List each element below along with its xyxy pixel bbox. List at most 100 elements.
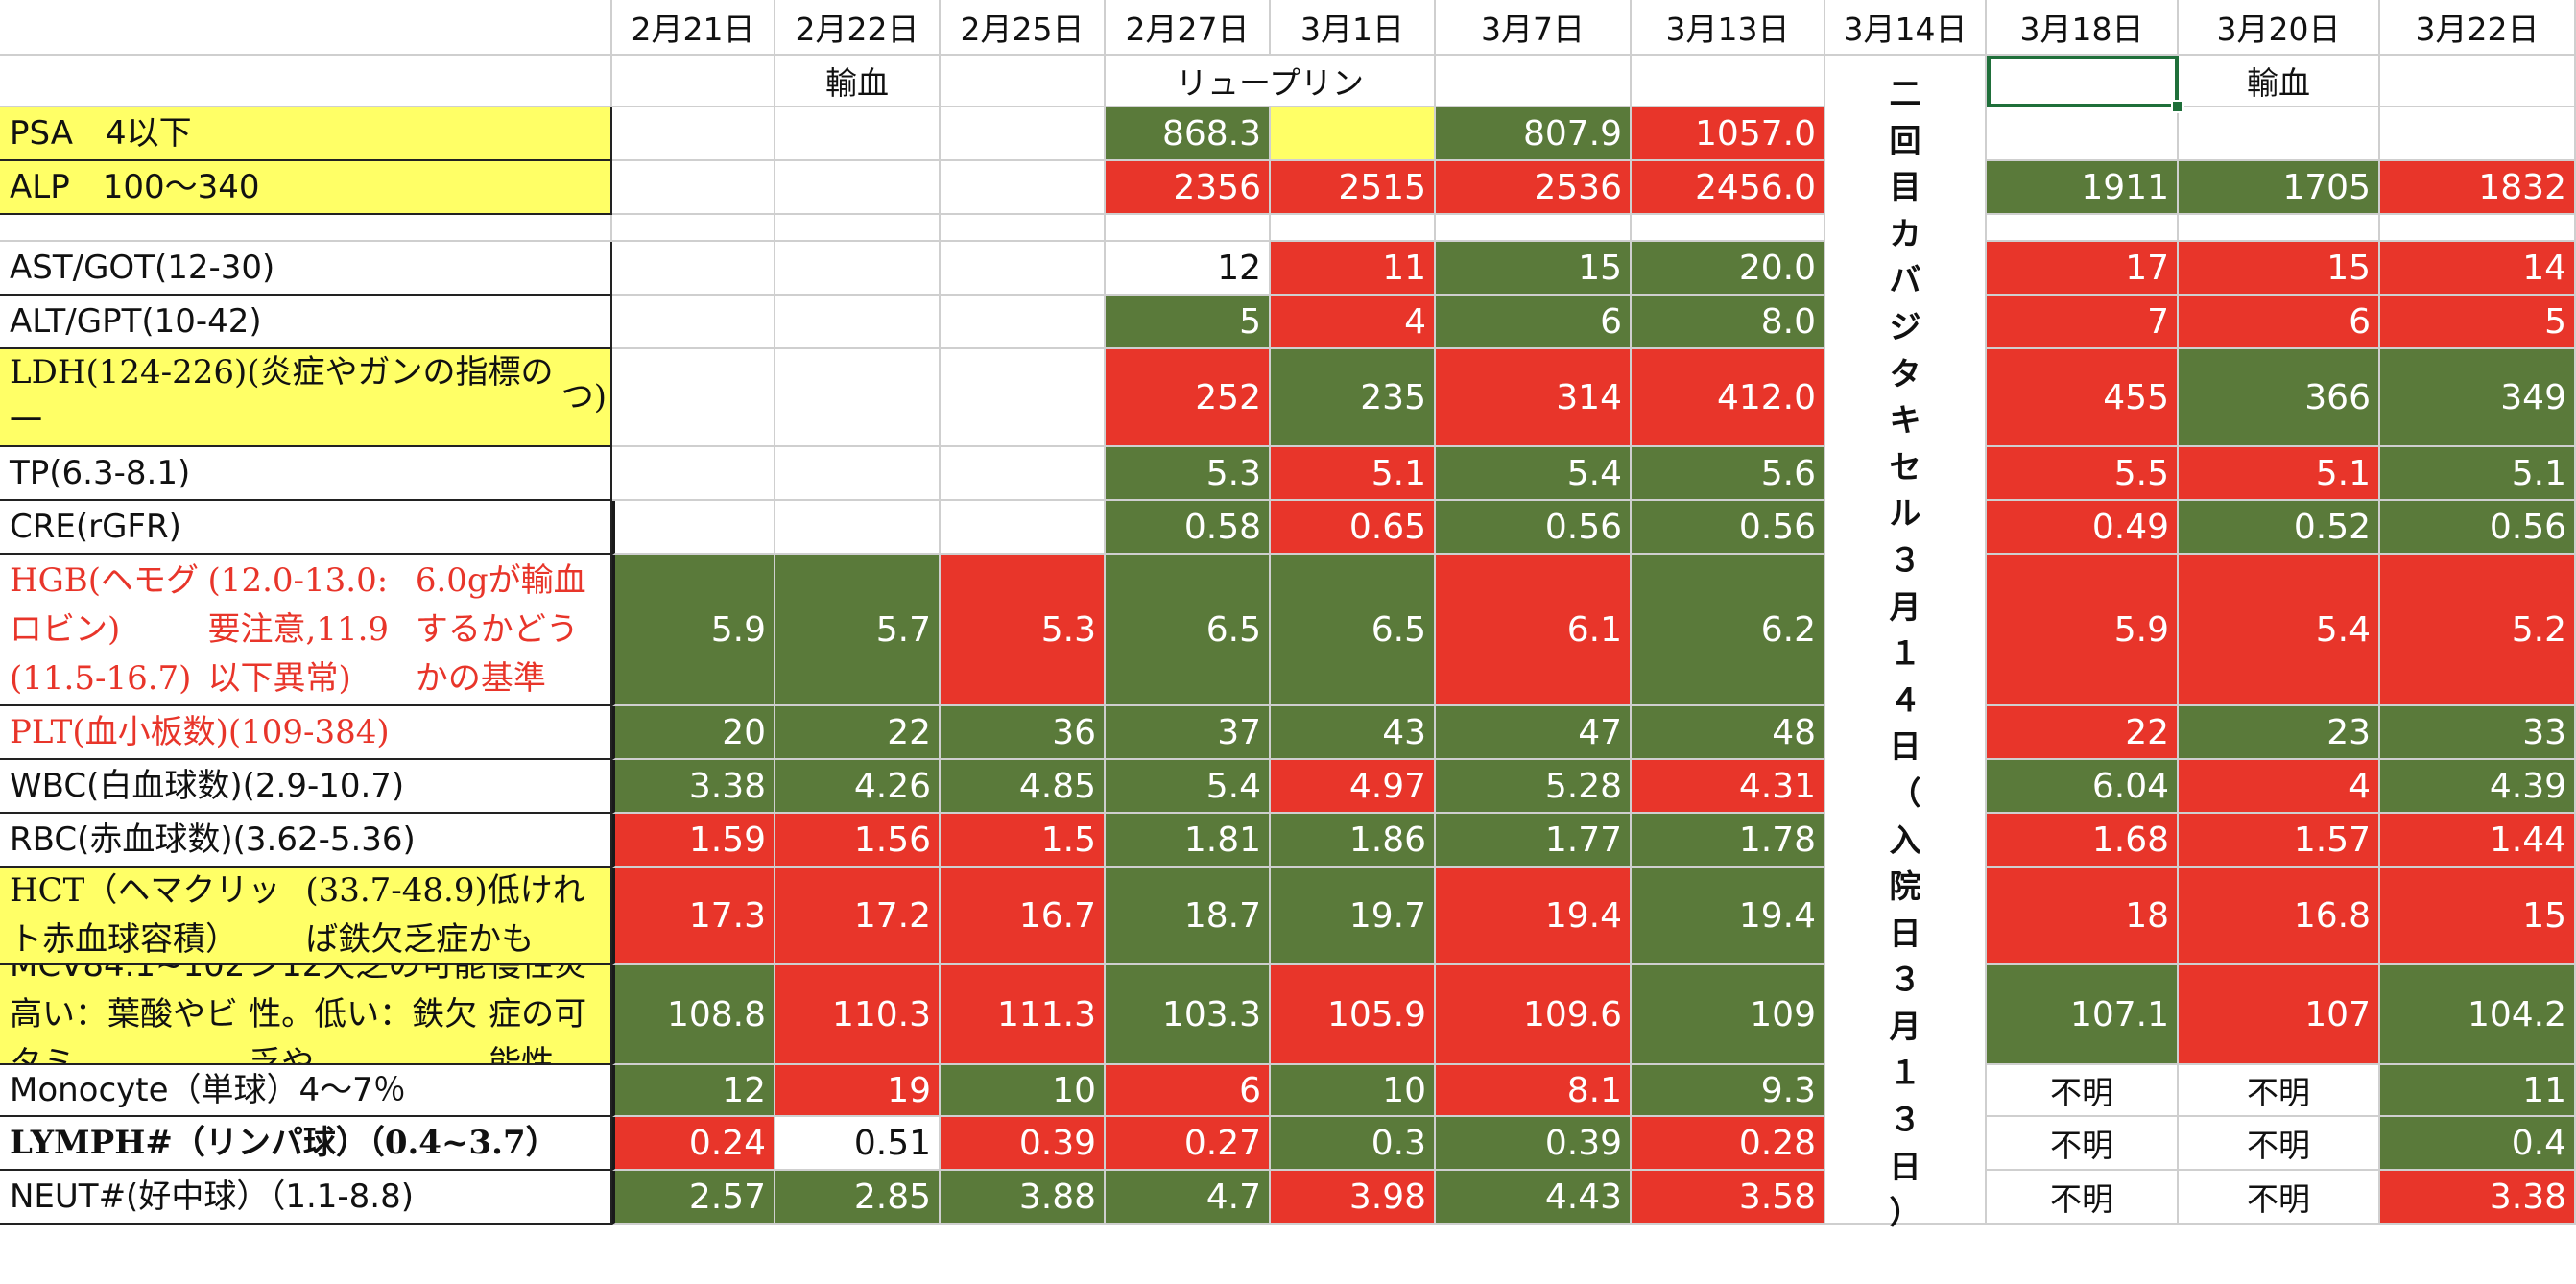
empty-cell[interactable] bbox=[612, 56, 775, 107]
value-cell[interactable]: 1.77 bbox=[1436, 814, 1632, 868]
value-cell[interactable]: 1.78 bbox=[1632, 814, 1825, 868]
row-label[interactable]: HCT（ヘマクリット赤血球容積） (33.7-48.9)低ければ鉄欠乏症かも bbox=[0, 868, 612, 965]
value-cell[interactable]: 5.1 bbox=[2380, 447, 2576, 501]
value-cell[interactable]: 0.3 bbox=[1271, 1117, 1436, 1171]
date-header-4[interactable]: 2月27日 bbox=[1106, 0, 1271, 56]
value-cell[interactable]: 43 bbox=[1271, 706, 1436, 760]
value-cell[interactable]: 33 bbox=[2380, 706, 2576, 760]
value-cell[interactable] bbox=[775, 349, 941, 447]
value-cell[interactable]: 0.58 bbox=[1106, 501, 1271, 555]
row-label[interactable]: NEUT#(好中球）（1.1-8.8) bbox=[0, 1171, 612, 1225]
value-cell[interactable] bbox=[612, 349, 775, 447]
row-label[interactable]: HGB(ヘモグロビン)(11.5-16.7) (12.0-13.0:要注意,11.… bbox=[0, 555, 612, 706]
value-cell[interactable]: 103.3 bbox=[1106, 965, 1271, 1065]
value-cell[interactable]: 109.6 bbox=[1436, 965, 1632, 1065]
row-label[interactable]: Monocyte（単球）4～7％ bbox=[0, 1065, 612, 1117]
row-label[interactable]: CRE(rGFR) bbox=[0, 501, 612, 555]
value-cell[interactable]: 1.68 bbox=[1987, 814, 2179, 868]
value-cell[interactable]: 1.5 bbox=[941, 814, 1106, 868]
value-cell[interactable]: 3.38 bbox=[612, 760, 775, 814]
value-cell[interactable]: 20 bbox=[612, 706, 775, 760]
value-cell[interactable]: 0.28 bbox=[1632, 1117, 1825, 1171]
value-cell[interactable]: 5.9 bbox=[1987, 555, 2179, 706]
value-cell[interactable]: 16.7 bbox=[941, 868, 1106, 965]
spacer-cell[interactable] bbox=[941, 215, 1106, 242]
value-cell[interactable]: 4.26 bbox=[775, 760, 941, 814]
value-cell[interactable]: 0.51 bbox=[775, 1117, 941, 1171]
value-cell[interactable] bbox=[612, 296, 775, 349]
value-cell[interactable]: 23 bbox=[2179, 706, 2380, 760]
value-cell[interactable]: 17.2 bbox=[775, 868, 941, 965]
value-cell[interactable]: 3.58 bbox=[1632, 1171, 1825, 1225]
value-cell[interactable]: 1.81 bbox=[1106, 814, 1271, 868]
value-cell[interactable]: 不明 bbox=[2179, 1117, 2380, 1171]
value-cell[interactable]: 15 bbox=[1436, 242, 1632, 296]
value-cell[interactable] bbox=[2179, 107, 2380, 161]
date-header-7[interactable]: 3月13日 bbox=[1632, 0, 1825, 56]
value-cell[interactable]: 3.38 bbox=[2380, 1171, 2576, 1225]
value-cell[interactable]: 105.9 bbox=[1271, 965, 1436, 1065]
value-cell[interactable]: 7 bbox=[1987, 296, 2179, 349]
value-cell[interactable]: 19.4 bbox=[1436, 868, 1632, 965]
value-cell[interactable] bbox=[941, 447, 1106, 501]
value-cell[interactable]: 5.3 bbox=[941, 555, 1106, 706]
value-cell[interactable] bbox=[775, 242, 941, 296]
value-cell[interactable] bbox=[775, 501, 941, 555]
treatment-mark[interactable]: リュープリン bbox=[1106, 56, 1436, 107]
value-cell[interactable]: 22 bbox=[775, 706, 941, 760]
value-cell[interactable]: 0.39 bbox=[1436, 1117, 1632, 1171]
value-cell[interactable]: 1.86 bbox=[1271, 814, 1436, 868]
value-cell[interactable]: 12 bbox=[612, 1065, 775, 1117]
date-header-6[interactable]: 3月7日 bbox=[1436, 0, 1632, 56]
value-cell[interactable]: 5.7 bbox=[775, 555, 941, 706]
value-cell[interactable]: 6.5 bbox=[1106, 555, 1271, 706]
value-cell[interactable] bbox=[775, 107, 941, 161]
spacer-cell[interactable] bbox=[1632, 215, 1825, 242]
value-cell[interactable]: 4.31 bbox=[1632, 760, 1825, 814]
value-cell[interactable]: 不明 bbox=[1987, 1065, 2179, 1117]
value-cell[interactable]: 807.9 bbox=[1436, 107, 1632, 161]
value-cell[interactable]: 5.5 bbox=[1987, 447, 2179, 501]
value-cell[interactable]: 5 bbox=[2380, 296, 2576, 349]
value-cell[interactable]: 5.1 bbox=[2179, 447, 2380, 501]
value-cell[interactable] bbox=[941, 242, 1106, 296]
spacer-cell[interactable] bbox=[2179, 215, 2380, 242]
value-cell[interactable]: 10 bbox=[1271, 1065, 1436, 1117]
value-cell[interactable]: 5.2 bbox=[2380, 555, 2576, 706]
value-cell[interactable]: 2.57 bbox=[612, 1171, 775, 1225]
value-cell[interactable]: 2536 bbox=[1436, 161, 1632, 215]
value-cell[interactable] bbox=[775, 161, 941, 215]
empty-cell[interactable] bbox=[1436, 56, 1632, 107]
value-cell[interactable] bbox=[2380, 107, 2576, 161]
row-label[interactable]: RBC(赤血球数)(3.62-5.36) bbox=[0, 814, 612, 868]
empty-cell[interactable] bbox=[1632, 56, 1825, 107]
value-cell[interactable]: 4.39 bbox=[2380, 760, 2576, 814]
value-cell[interactable]: 1.57 bbox=[2179, 814, 2380, 868]
date-header-9[interactable]: 3月18日 bbox=[1987, 0, 2179, 56]
value-cell[interactable]: 15 bbox=[2179, 242, 2380, 296]
spacer-cell[interactable] bbox=[2380, 215, 2576, 242]
value-cell[interactable]: 4 bbox=[2179, 760, 2380, 814]
value-cell[interactable]: 0.52 bbox=[2179, 501, 2380, 555]
spacer-cell[interactable] bbox=[0, 215, 612, 242]
row-label[interactable]: ALP 100～340 bbox=[0, 161, 612, 215]
value-cell[interactable]: 0.4 bbox=[2380, 1117, 2576, 1171]
marks-row-label[interactable] bbox=[0, 56, 612, 107]
row-label[interactable]: WBC(白血球数)(2.9-10.7) bbox=[0, 760, 612, 814]
value-cell[interactable]: 1832 bbox=[2380, 161, 2576, 215]
value-cell[interactable]: 18.7 bbox=[1106, 868, 1271, 965]
value-cell[interactable]: 11 bbox=[1271, 242, 1436, 296]
value-cell[interactable]: 4.85 bbox=[941, 760, 1106, 814]
date-header-2[interactable]: 2月22日 bbox=[775, 0, 941, 56]
value-cell[interactable]: 22 bbox=[1987, 706, 2179, 760]
value-cell[interactable]: 0.56 bbox=[1436, 501, 1632, 555]
spacer-cell[interactable] bbox=[1987, 215, 2179, 242]
corner-cell[interactable] bbox=[0, 0, 612, 56]
value-cell[interactable]: 不明 bbox=[2179, 1065, 2380, 1117]
value-cell[interactable]: 17 bbox=[1987, 242, 2179, 296]
value-cell[interactable]: 5.4 bbox=[1106, 760, 1271, 814]
value-cell[interactable]: 1.44 bbox=[2380, 814, 2576, 868]
fill-handle[interactable] bbox=[2171, 100, 2184, 113]
value-cell[interactable]: 0.56 bbox=[2380, 501, 2576, 555]
value-cell[interactable]: 0.65 bbox=[1271, 501, 1436, 555]
